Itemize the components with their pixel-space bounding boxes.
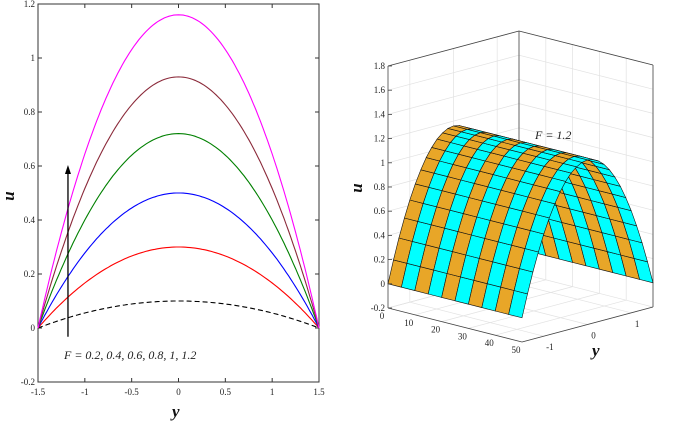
axis-line <box>518 30 654 66</box>
x-tick-label: 0.5 <box>220 387 232 397</box>
y-tick-label: 0.6 <box>24 161 36 171</box>
axis-line <box>387 30 520 67</box>
z-tick-label: 1.4 <box>374 109 386 119</box>
y-tick-label: -0.2 <box>21 377 35 387</box>
z-tick-label: 1.6 <box>374 85 386 95</box>
z-tick-label: 0.4 <box>374 230 386 240</box>
x-tick-label: 50 <box>512 345 522 355</box>
grid-line <box>518 79 654 114</box>
x-tick-label: 30 <box>458 331 468 341</box>
grid-line <box>518 103 654 138</box>
grid-line <box>518 54 654 90</box>
y-tick-label: 1.2 <box>24 0 35 9</box>
z-tick-label: 1.2 <box>374 134 385 144</box>
axis-line <box>387 307 523 343</box>
line-chart-velocity-profiles: -1.5 -1 -0.5 0 0.5 1 1.5 -0.2 0 0.2 0.4 0.6 0.8 1 1.2 F… <box>0 0 325 421</box>
annotation-label: F = 0.2, 0.4, 0.6, 0.8, 1, 1.2 <box>63 348 196 362</box>
grid-line <box>518 272 654 308</box>
x-tick-label: 0 <box>380 311 385 321</box>
z-axis-label: u <box>347 183 366 192</box>
series-line <box>37 246 320 329</box>
x-tick-label: 1 <box>270 387 275 397</box>
x-tick-label: 20 <box>431 325 441 335</box>
grid-line <box>518 127 654 163</box>
z-tick-label: 1.8 <box>374 61 386 71</box>
y-tick-label: 0.8 <box>24 107 36 117</box>
y-axis-label: y <box>590 341 600 360</box>
x-tick-label: -1.5 <box>31 387 46 397</box>
arrow-head-icon <box>64 165 71 174</box>
annotation-label: F = 1.2 <box>534 128 571 142</box>
surface-chart-velocity: -0.200.20.40.60.811.21.41.61.80102030405… <box>347 30 654 360</box>
surface-panel <box>567 156 589 163</box>
z-tick-label: 0.2 <box>374 255 385 265</box>
x-tick-label: 40 <box>485 338 495 348</box>
y-tick-label: -1 <box>546 342 554 352</box>
grid-line <box>409 301 544 337</box>
series-line <box>37 192 320 329</box>
x-axis-label: y <box>170 402 180 421</box>
y-tick-label: 0.4 <box>24 215 36 225</box>
z-tick-label: 1 <box>381 158 386 168</box>
z-tick-label: -0.2 <box>371 303 385 313</box>
x-tick-label: 10 <box>404 318 414 328</box>
y-tick-label: 0.2 <box>24 269 35 279</box>
x-tick-label: -0.5 <box>125 387 140 397</box>
axis-line <box>521 306 654 343</box>
z-tick-label: 0.6 <box>374 206 386 216</box>
y-tick-label: 0 <box>591 331 596 341</box>
y-tick-label: 1 <box>31 53 36 63</box>
y-tick-label: 0 <box>31 323 36 333</box>
series-line <box>37 14 320 329</box>
x-tick-label: 0 <box>176 387 181 397</box>
series-line <box>37 133 320 329</box>
series-line <box>37 76 320 329</box>
y-axis-label: u <box>0 191 18 200</box>
z-tick-label: 0 <box>381 279 386 289</box>
z-tick-label: 0.8 <box>374 182 386 192</box>
series-line <box>37 300 320 329</box>
x-tick-label: -1 <box>81 387 89 397</box>
y-tick-label: 1 <box>635 319 640 329</box>
x-tick-label: 1.5 <box>313 387 325 397</box>
